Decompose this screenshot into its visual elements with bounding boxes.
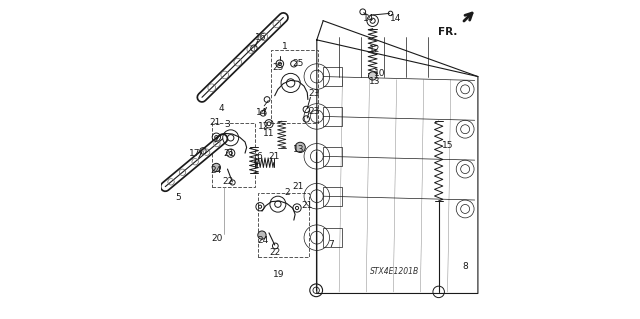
Text: 21: 21	[301, 201, 312, 210]
Circle shape	[295, 142, 305, 152]
Bar	[323, 67, 342, 86]
Text: 6: 6	[257, 152, 262, 161]
Text: FR.: FR.	[438, 27, 457, 37]
Text: 11: 11	[262, 130, 274, 138]
Bar	[258, 193, 310, 257]
Text: 21: 21	[209, 118, 220, 127]
Text: 14: 14	[363, 14, 374, 23]
Text: 20: 20	[212, 234, 223, 243]
Text: 23: 23	[308, 107, 319, 116]
Text: 14: 14	[256, 108, 268, 117]
Text: 17: 17	[189, 149, 201, 158]
Text: 22: 22	[222, 177, 233, 186]
Text: 4: 4	[218, 104, 224, 113]
Text: 25: 25	[272, 63, 284, 72]
Bar	[323, 107, 342, 126]
Text: 25: 25	[292, 59, 303, 68]
Text: 8: 8	[462, 262, 468, 271]
Text: 12: 12	[369, 45, 380, 54]
Text: 3: 3	[225, 120, 230, 129]
Circle shape	[212, 163, 220, 172]
Text: 12: 12	[257, 122, 269, 130]
Bar	[323, 187, 342, 206]
Bar	[323, 228, 342, 247]
Text: 14: 14	[390, 14, 402, 23]
Text: 21: 21	[223, 149, 235, 158]
Text: 22: 22	[269, 248, 281, 257]
Text: 23: 23	[308, 89, 319, 98]
Text: 7: 7	[328, 240, 334, 249]
Text: 5: 5	[175, 193, 181, 202]
Text: 19: 19	[273, 271, 284, 279]
Text: STX4E1201B: STX4E1201B	[371, 267, 420, 276]
Text: 21: 21	[268, 152, 280, 161]
Text: 24: 24	[257, 236, 268, 245]
Bar	[323, 147, 342, 166]
Bar	[271, 50, 318, 123]
Circle shape	[369, 72, 377, 80]
Text: 10: 10	[374, 69, 385, 78]
Text: 15: 15	[442, 141, 453, 150]
Text: 2: 2	[284, 189, 290, 197]
Circle shape	[258, 231, 266, 239]
Text: 13: 13	[293, 145, 305, 154]
Text: 21: 21	[292, 182, 304, 191]
Text: 16: 16	[255, 33, 267, 42]
Bar	[212, 123, 255, 187]
Text: 1: 1	[282, 42, 288, 51]
Text: 24: 24	[210, 166, 221, 174]
Text: 13: 13	[369, 77, 381, 86]
